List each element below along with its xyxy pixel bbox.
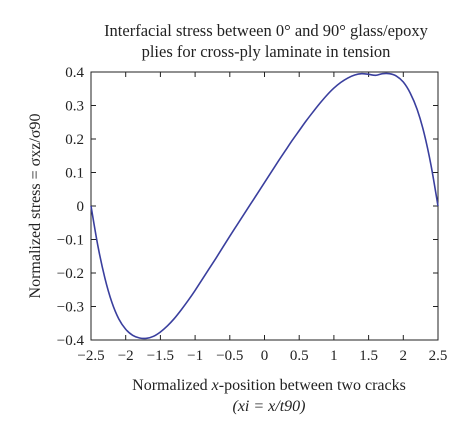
y-tick-label: 0 <box>77 199 85 215</box>
x-tick-label: 1 <box>330 348 338 364</box>
x-tick-label: 0.5 <box>290 348 309 364</box>
plot-frame <box>90 71 439 341</box>
stress-curve-line <box>90 72 439 340</box>
chart-title-line-2: plies for cross-ply laminate in tension <box>142 42 391 61</box>
x-tick-label: −1 <box>187 348 203 364</box>
x-axis-label-line-1: Normalized x-position between two cracks <box>132 377 406 394</box>
y-axis-label: Normalized stress = σxz/σ90 <box>27 114 44 299</box>
y-tick-label: 0.3 <box>65 99 84 115</box>
x-tick-label: 2 <box>400 348 408 364</box>
x-tick-label: −0.5 <box>216 348 243 364</box>
y-tick-label: 0.1 <box>65 166 84 182</box>
y-tick-label: −0.2 <box>57 266 84 282</box>
y-tick-label: 0.2 <box>65 132 84 148</box>
chart-title-line-1: Interfacial stress between 0° and 90° gl… <box>104 21 429 40</box>
x-tick-label: −1.5 <box>147 348 174 364</box>
x-tick-label: 0 <box>261 348 269 364</box>
x-tick-label: −2 <box>118 348 134 364</box>
y-tick-label: −0.1 <box>57 233 84 249</box>
x-tick-label: 1.5 <box>359 348 378 364</box>
y-tick-label: 0.4 <box>65 65 84 81</box>
plot-area: −2.5 −2 −1.5 −1 −0.5 0 0.5 1 1.5 2 2.5 0.4 0.3 0.2 0.1… <box>57 65 448 364</box>
y-tick-label: −0.4 <box>57 333 85 349</box>
x-tick-label: 2.5 <box>429 348 448 364</box>
x-tick-label: −2.5 <box>77 348 104 364</box>
x-axis-label-line-2: (xi = x/t90) <box>233 398 306 415</box>
y-tick-label: −0.3 <box>57 300 84 316</box>
